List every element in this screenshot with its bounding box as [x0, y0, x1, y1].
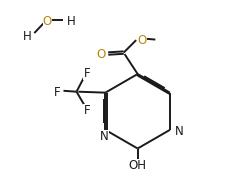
- Text: H: H: [23, 30, 32, 43]
- Text: F: F: [54, 86, 61, 99]
- Text: H: H: [67, 15, 75, 28]
- Text: OH: OH: [129, 159, 147, 172]
- Text: O: O: [43, 15, 52, 28]
- Text: O: O: [138, 34, 147, 47]
- Text: O: O: [96, 48, 106, 61]
- Text: F: F: [83, 67, 90, 80]
- Text: N: N: [100, 130, 109, 143]
- Text: F: F: [83, 104, 90, 117]
- Text: N: N: [175, 125, 184, 138]
